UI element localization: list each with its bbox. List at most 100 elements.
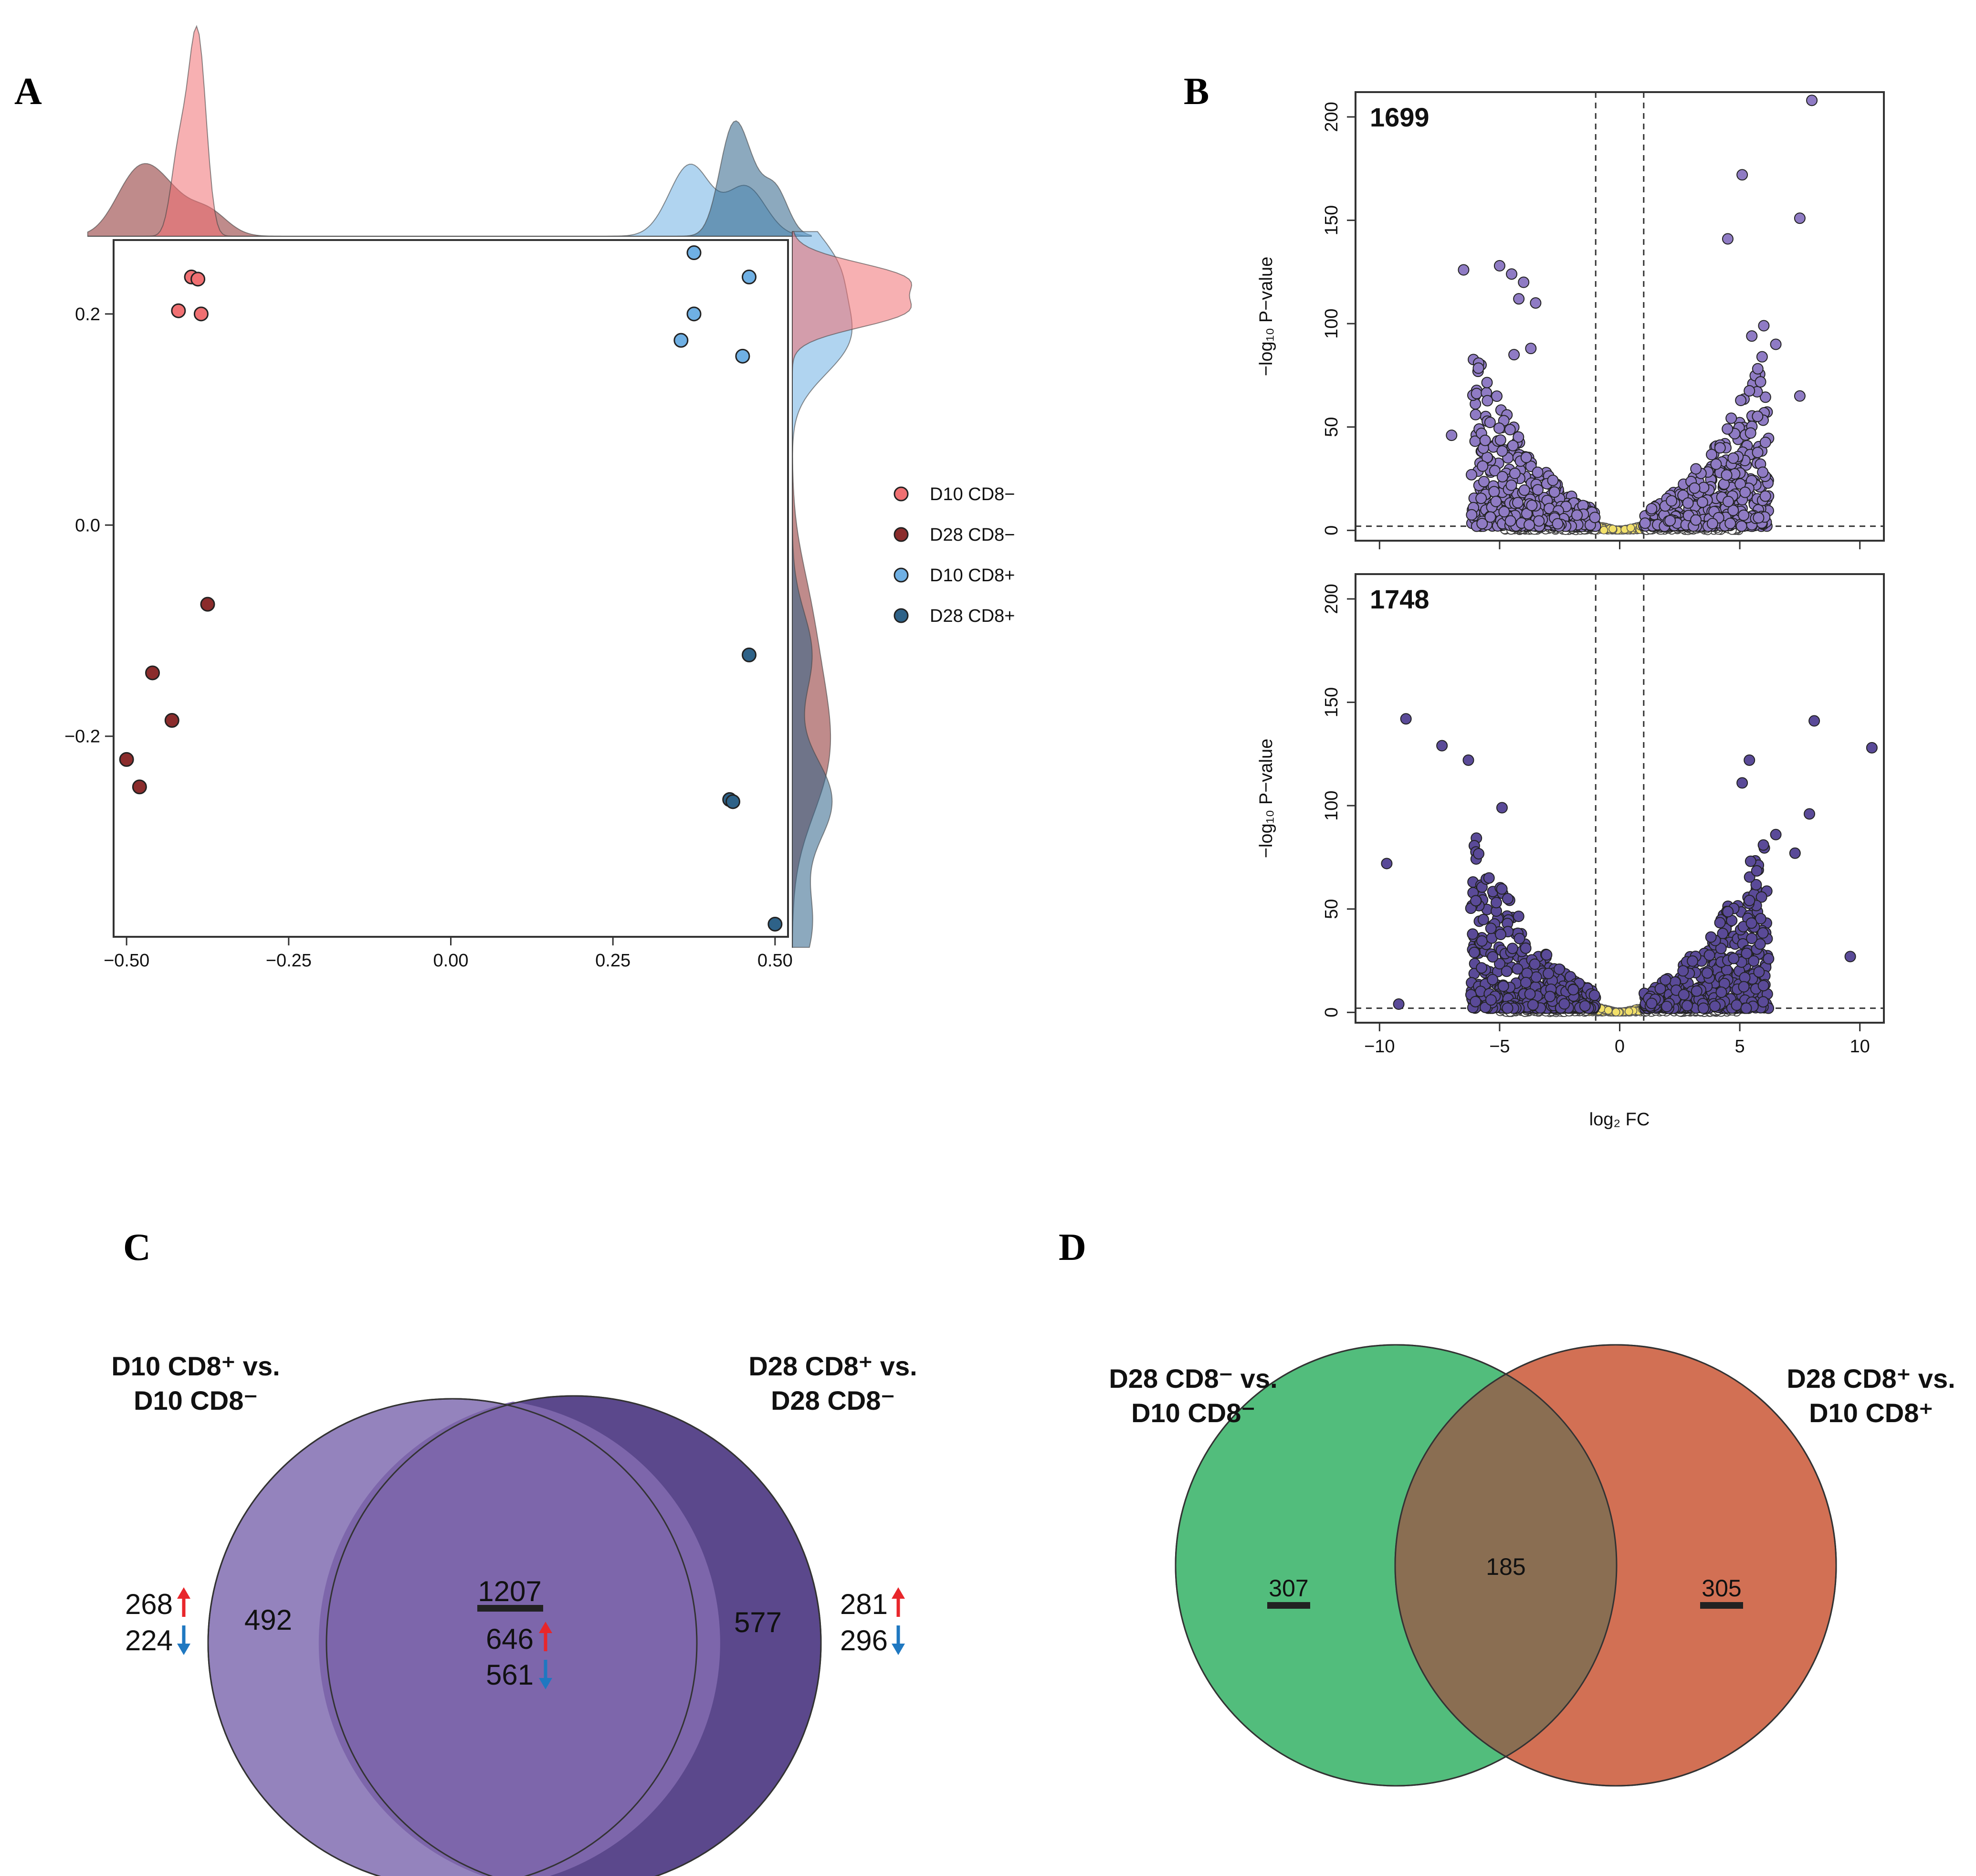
sig-point — [1661, 1001, 1673, 1013]
sig-point — [1738, 509, 1750, 521]
sig-point — [1725, 412, 1737, 424]
scatter-point — [686, 245, 702, 261]
sig-point — [1571, 509, 1583, 521]
sig-point — [1504, 515, 1516, 527]
sig-point — [1505, 479, 1517, 491]
y-tick-label: 0.0 — [75, 515, 100, 535]
sig-point — [1496, 471, 1508, 482]
sig-point — [1520, 976, 1532, 988]
nonsig-point — [1625, 1007, 1633, 1016]
scatter-point — [132, 779, 147, 795]
x-tick-label: 0.00 — [433, 951, 469, 971]
sig-point — [1465, 469, 1477, 481]
sig-point — [1722, 423, 1734, 435]
venn-outline-right — [326, 1395, 822, 1876]
sig-point — [1660, 974, 1671, 986]
sig-point — [1472, 362, 1484, 374]
scatter-point — [686, 306, 702, 322]
sig-point — [1664, 514, 1676, 526]
sig-point — [1744, 754, 1755, 766]
sig-point — [1543, 967, 1555, 979]
x-tick-label: 0.25 — [595, 951, 631, 971]
sig-point — [1794, 212, 1806, 224]
sig-point — [1681, 1000, 1693, 1012]
venn-c: D10 CD8⁺ vs. D10 CD8⁻ D28 CD8⁺ vs. D28 CD8⁻… — [111, 1351, 917, 1876]
venn-intersection — [1395, 1374, 1617, 1757]
set-title-right: D28 CD8⁻ — [771, 1385, 895, 1415]
sig-point — [1759, 391, 1771, 403]
sig-point — [1436, 740, 1448, 752]
x-axis-title: log₂ FC — [1589, 1110, 1650, 1130]
sig-point — [1844, 951, 1856, 963]
sig-point — [1544, 991, 1556, 1003]
sig-point — [1745, 855, 1756, 867]
legend-marker — [893, 608, 909, 623]
sig-point — [1478, 476, 1490, 488]
sig-point — [1506, 943, 1518, 954]
sig-point — [1752, 363, 1764, 375]
legend-marker — [893, 567, 909, 583]
sig-point — [1646, 503, 1658, 514]
sig-point — [1518, 484, 1530, 496]
sig-point — [1722, 233, 1734, 245]
scatter-point — [193, 306, 209, 322]
y-tick-label: 0.2 — [75, 304, 100, 325]
unique-underline-left — [1267, 1602, 1310, 1609]
sig-point — [1496, 445, 1508, 457]
sig-point — [1525, 343, 1537, 355]
y-axis-ticks: 0.2 0.0 −0.2 — [64, 304, 114, 747]
set-title-left: D28 CD8⁻ vs. — [1109, 1363, 1277, 1394]
sig-point — [1646, 997, 1658, 1009]
sig-point — [1552, 518, 1564, 530]
unique-count-left: 492 — [244, 1604, 292, 1636]
sig-point — [1493, 260, 1505, 272]
scatter-point — [767, 916, 783, 932]
panel-a-letter: A — [14, 71, 42, 113]
sig-point — [1677, 965, 1689, 977]
sig-point — [1715, 943, 1727, 954]
sig-point — [1485, 994, 1497, 1006]
venn-outline-left — [1175, 1344, 1618, 1787]
sig-point — [1770, 828, 1782, 840]
sig-point — [1751, 865, 1763, 877]
sig-point — [1470, 895, 1482, 907]
y-tick-label: 200 — [1322, 584, 1342, 614]
panel-a: A −0.50 −0.25 0.00 0.25 0.50 0.2 0.0 −0.2 D10 … — [14, 25, 1015, 971]
intersection-up: 646 — [486, 1623, 534, 1655]
sig-point — [1400, 713, 1412, 725]
sig-point — [1466, 509, 1478, 521]
sig-point — [1755, 913, 1766, 925]
sig-point — [1745, 427, 1756, 439]
sig-point — [1758, 320, 1770, 332]
x-axis-title: log₂ FC — [1589, 1110, 1650, 1130]
sig-point — [1502, 893, 1514, 905]
venn-intersection — [318, 1402, 720, 1876]
right-down-count: 296 — [840, 1624, 888, 1656]
sig-point — [1736, 777, 1748, 789]
sig-point — [1487, 951, 1499, 963]
sig-point — [1502, 1002, 1514, 1014]
sig-point — [1547, 474, 1559, 486]
sig-point — [1755, 891, 1767, 903]
sig-point — [1471, 388, 1482, 399]
sig-point — [1687, 955, 1699, 967]
sig-point — [1558, 998, 1570, 1010]
sig-point — [1752, 447, 1764, 459]
sig-point — [1498, 506, 1510, 518]
sig-point — [1494, 434, 1506, 446]
sig-point — [1639, 517, 1651, 529]
sig-point — [1752, 410, 1764, 422]
sig-point — [1481, 377, 1493, 388]
right-up-count: 281 — [840, 1588, 888, 1620]
nonsig-point — [1599, 526, 1608, 535]
nonsig-point — [1612, 1007, 1620, 1017]
venn-outline-right — [1394, 1344, 1837, 1787]
sig-point — [1763, 953, 1775, 964]
sig-point — [1804, 808, 1816, 820]
sig-point — [1710, 458, 1722, 470]
sig-point — [1721, 469, 1733, 481]
sig-point — [1520, 451, 1532, 463]
sig-point — [1706, 518, 1718, 530]
